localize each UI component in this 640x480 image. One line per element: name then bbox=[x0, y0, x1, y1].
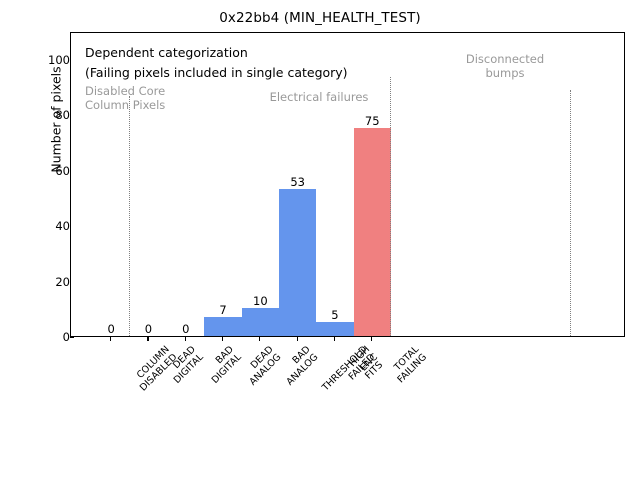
x-tick-mark bbox=[110, 337, 112, 341]
bar bbox=[353, 128, 391, 336]
bar-value-label: 5 bbox=[331, 308, 339, 323]
plot-area: 0 0 0 7 10 53 5 75 Dependent categorization (Fail… bbox=[70, 32, 625, 337]
x-tick-label: TOTAL FAILING bbox=[392, 344, 430, 386]
y-tick-label: 100 bbox=[48, 52, 70, 67]
bar-value-label: 75 bbox=[364, 114, 380, 129]
bar-value-label: 53 bbox=[290, 175, 305, 190]
bar-value-label: 0 bbox=[107, 322, 115, 336]
bar bbox=[204, 316, 242, 336]
x-tick-mark bbox=[184, 337, 186, 341]
bar-value-label: 0 bbox=[144, 322, 153, 336]
bar-value-label: 10 bbox=[253, 294, 268, 309]
y-tick-label: 0 bbox=[62, 330, 70, 344]
bar-value-label: 0 bbox=[182, 322, 190, 336]
plot-inner: 0 0 0 7 10 53 5 75 Dependent categorization (Fail… bbox=[71, 33, 624, 336]
x-tick-label: BAD DIGITAL bbox=[209, 344, 244, 386]
annotation-electrical-failures: Electrical failures bbox=[269, 90, 369, 104]
x-tick-mark bbox=[371, 337, 373, 341]
x-tick-mark bbox=[333, 337, 336, 341]
bar bbox=[241, 308, 279, 336]
bar-value-label: 7 bbox=[219, 302, 227, 317]
divider-3 bbox=[570, 90, 571, 336]
y-tick-label: 80 bbox=[55, 108, 70, 123]
annotation-disabled-core-column-pixels: Disabled Core Column Pixels bbox=[85, 84, 166, 112]
annotation-disconnected-bumps: Disconnected bumps bbox=[465, 52, 545, 80]
annotation-dependent-categorization: Dependent categorization bbox=[85, 45, 248, 60]
y-tick-mark bbox=[70, 337, 74, 339]
bar bbox=[279, 189, 317, 336]
y-tick-label: 60 bbox=[55, 163, 70, 178]
x-axis-ticks: COLUMN DISABLED DEAD DIGITAL BAD DIGITAL DEAD A… bbox=[70, 337, 625, 457]
x-tick-mark bbox=[259, 337, 261, 341]
divider-2 bbox=[390, 77, 392, 336]
x-tick-label: DEAD ANALOG bbox=[247, 344, 284, 388]
bar bbox=[316, 322, 354, 336]
x-tick-mark bbox=[222, 337, 224, 341]
x-tick-label: BAD ANALOG bbox=[284, 344, 321, 388]
y-tick-label: 40 bbox=[55, 219, 70, 234]
divider-1 bbox=[129, 96, 131, 336]
annotation-failing-pixels-note: (Failing pixels included in single categ… bbox=[85, 65, 348, 80]
x-tick-mark bbox=[147, 337, 149, 341]
x-tick-mark bbox=[296, 337, 298, 341]
page-title: 0x22bb4 (MIN_HEALTH_TEST) bbox=[219, 10, 421, 26]
y-tick-label: 20 bbox=[55, 274, 70, 289]
y-axis-ticks: 0 20 40 60 80 100 bbox=[28, 32, 74, 344]
